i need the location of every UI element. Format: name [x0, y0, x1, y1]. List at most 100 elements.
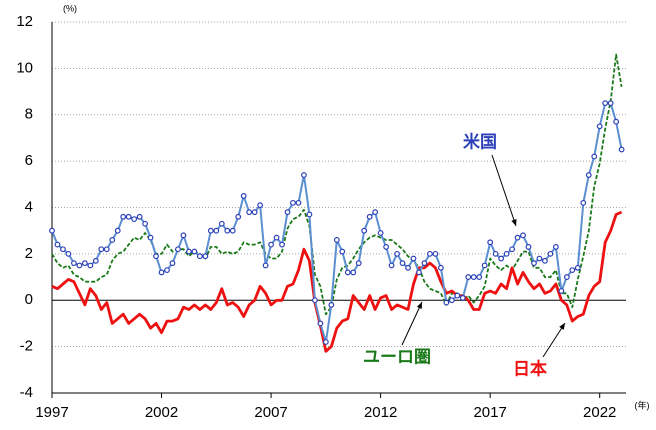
series-marker [459, 295, 466, 301]
series-marker [542, 257, 548, 264]
series-marker [328, 301, 335, 308]
x-tick-label: 2007 [254, 404, 287, 421]
label-arrow [491, 154, 517, 227]
series-marker [487, 239, 494, 246]
series-marker [437, 264, 444, 271]
series-marker [322, 339, 329, 345]
y-unit-label: (%) [63, 3, 77, 13]
series-marker [405, 264, 411, 271]
series-marker [399, 260, 406, 267]
series-marker [262, 262, 269, 269]
series-marker [377, 230, 384, 236]
series-marker [520, 232, 526, 239]
series-marker [569, 267, 576, 274]
series-line [51, 210, 623, 353]
series-marker [218, 220, 225, 227]
series-marker [481, 262, 488, 269]
y-tick-label: 2 [25, 245, 33, 262]
y-tick-label: 8 [25, 106, 33, 123]
x-tick-label: 2012 [364, 404, 397, 421]
series-marker [180, 232, 187, 239]
series-marker [71, 260, 77, 267]
series-marker [306, 211, 313, 218]
series-marker [492, 250, 499, 257]
series-marker [443, 299, 450, 306]
y-tick-label: 0 [25, 291, 33, 308]
series-marker [164, 267, 170, 274]
series-marker [410, 255, 417, 262]
series-marker [312, 297, 318, 304]
series-marker [207, 227, 214, 234]
series-marker [503, 250, 510, 257]
y-tick-label: -2 [20, 338, 33, 355]
series-marker [580, 199, 587, 206]
series-marker [454, 292, 461, 299]
series-marker [596, 123, 603, 130]
y-tick-label: 12 [16, 13, 33, 30]
series-marker [284, 209, 291, 216]
series-marker [153, 253, 159, 260]
y-tick-label: 10 [16, 59, 33, 76]
series-marker [224, 227, 231, 234]
series-marker [591, 153, 598, 160]
series-marker [372, 209, 379, 216]
series-marker [361, 227, 368, 234]
series-marker [87, 262, 94, 269]
series-marker [317, 320, 324, 327]
series-marker [60, 246, 66, 253]
x-tick-label: 2022 [583, 404, 616, 421]
series-marker [618, 146, 625, 153]
series-marker [158, 269, 165, 276]
series-marker [613, 118, 620, 125]
series-marker [509, 246, 515, 253]
series-marker [125, 213, 132, 220]
series-marker [333, 237, 340, 243]
series-marker [191, 248, 198, 255]
label-arrow [401, 301, 423, 346]
arrow-head [559, 323, 565, 330]
series-marker [136, 213, 143, 220]
series-marker [416, 269, 422, 276]
series-marker [81, 260, 88, 267]
y-tick-label: 6 [25, 152, 33, 169]
series-marker [602, 100, 609, 107]
series-marker [383, 244, 390, 250]
series-marker [131, 216, 138, 222]
x-unit-label: (年) [635, 399, 650, 410]
series-marker [432, 250, 439, 257]
series-marker [476, 274, 483, 280]
x-tick-label: 2002 [145, 404, 178, 421]
series-marker [103, 246, 110, 253]
series-marker [514, 234, 521, 241]
legend-label: 日本 [513, 358, 547, 378]
series-marker [120, 213, 127, 220]
label-arrow [542, 322, 566, 358]
series-line [51, 102, 623, 343]
series-marker [202, 253, 209, 260]
series-marker [448, 297, 455, 304]
x-tick-label: 1997 [35, 404, 68, 421]
y-tick-label: 4 [25, 198, 33, 215]
series-marker [175, 246, 181, 253]
series-marker [563, 274, 570, 280]
series-marker [235, 213, 242, 220]
series-marker [427, 250, 433, 257]
series-marker [213, 227, 220, 234]
series-marker [558, 288, 565, 294]
series-marker [186, 248, 192, 255]
series-marker [339, 248, 346, 255]
series-marker [470, 274, 477, 280]
series-marker [92, 257, 99, 264]
series-marker [350, 269, 357, 276]
series-marker [607, 100, 614, 107]
series-marker [574, 264, 581, 271]
series-marker [251, 209, 258, 216]
series-marker [465, 274, 472, 280]
series-marker [142, 220, 149, 227]
arrow-head [416, 302, 422, 309]
series-marker [98, 246, 105, 253]
series-marker [147, 234, 154, 241]
arrow-head [511, 219, 517, 226]
series-marker [229, 227, 236, 234]
